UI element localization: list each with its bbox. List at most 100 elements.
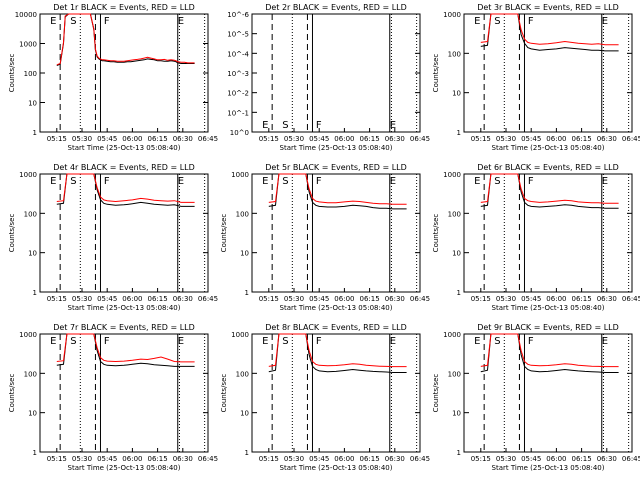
event-marker-s: S (70, 16, 76, 27)
event-marker-e: E (602, 176, 608, 187)
y-tick-label: 1 (33, 449, 37, 457)
y-tick-label: 10^-2 (227, 90, 249, 98)
x-axis-label: Start Time (25-Oct-13 05:08:40) (68, 464, 181, 472)
y-axis-label: Counts/sec (432, 54, 440, 93)
plot-frame (251, 173, 421, 293)
x-tick-label: 06:45 (410, 135, 430, 143)
chart-title: Det 1r BLACK = Events, RED = LLD (53, 3, 195, 12)
event-marker-e: E (262, 120, 268, 131)
x-tick-label: 05:45 (309, 455, 329, 463)
y-tick-label: 10 (28, 250, 37, 258)
series-line-lld (56, 173, 195, 203)
plot-frame (39, 333, 209, 453)
x-axis-label: Start Time (25-Oct-13 05:08:40) (68, 304, 181, 312)
x-tick-label: 06:00 (334, 455, 354, 463)
x-tick-label: 05:15 (471, 295, 491, 303)
x-tick-label: 06:00 (122, 135, 142, 143)
x-axis-label: Start Time (25-Oct-13 05:08:40) (492, 304, 605, 312)
y-tick-label: 100 (24, 370, 37, 378)
series-line-lld (56, 13, 195, 66)
x-tick-label: 05:30 (496, 135, 516, 143)
chart-title: Det 9r BLACK = Events, RED = LLD (477, 323, 619, 332)
event-marker-e: E (474, 16, 480, 27)
plot-frame (463, 173, 633, 293)
y-tick-label: 10 (28, 410, 37, 418)
x-tick-label: 05:15 (471, 135, 491, 143)
event-marker-s: S (282, 176, 288, 187)
x-tick-label: 06:45 (198, 455, 218, 463)
x-tick-label: 06:15 (572, 135, 592, 143)
event-marker-e: E (602, 336, 608, 347)
x-tick-label: 05:45 (309, 135, 329, 143)
plot-frame (463, 13, 633, 133)
y-axis-label: Counts/sec (8, 54, 16, 93)
y-tick-label: 10 (240, 410, 249, 418)
chart-panel-2: Det 2r BLACK = Events, RED = LLD 10^0 10^-… (227, 3, 430, 152)
x-tick-label: 05:30 (284, 455, 304, 463)
event-marker-e: E (390, 336, 396, 347)
y-tick-label: 1000 (443, 331, 461, 339)
chart-title: Det 2r BLACK = Events, RED = LLD (265, 3, 407, 12)
y-tick-label: 1 (457, 289, 461, 297)
event-marker-s: S (494, 176, 500, 187)
x-tick-label: 06:15 (572, 295, 592, 303)
x-tick-label: 06:15 (360, 295, 380, 303)
y-tick-label: 10^-3 (227, 70, 249, 78)
event-marker-e: E (262, 336, 268, 347)
y-tick-label: 1000 (19, 41, 37, 49)
x-tick-label: 06:15 (572, 455, 592, 463)
x-tick-label: 06:45 (622, 295, 640, 303)
event-marker-e: E (178, 336, 184, 347)
chart-panel-6: Det 6r BLACK = Events, RED = LLD 1 10 100 10… (432, 163, 640, 312)
y-tick-label: 1 (457, 129, 461, 137)
y-tick-label: 100 (448, 210, 461, 218)
x-axis-label: Start Time (25-Oct-13 05:08:40) (492, 144, 605, 152)
event-marker-f: F (316, 336, 322, 347)
x-tick-label: 06:00 (122, 295, 142, 303)
x-tick-label: 05:45 (521, 455, 541, 463)
y-tick-label: 10 (28, 100, 37, 108)
x-tick-label: 05:15 (47, 135, 67, 143)
x-tick-label: 06:30 (173, 295, 193, 303)
x-tick-label: 06:45 (198, 295, 218, 303)
x-tick-label: 06:00 (546, 455, 566, 463)
y-tick-label: 100 (236, 370, 249, 378)
x-tick-label: 06:30 (597, 455, 617, 463)
event-marker-e: E (50, 336, 56, 347)
plot-frame (251, 13, 421, 133)
chart-panel-8: Det 8r BLACK = Events, RED = LLD 1 10 100 10… (220, 323, 430, 472)
plot-frame (251, 333, 421, 453)
x-tick-label: 05:15 (259, 455, 279, 463)
y-tick-label: 1 (33, 129, 37, 137)
plot-frame (463, 333, 633, 453)
chart-title: Det 4r BLACK = Events, RED = LLD (53, 163, 195, 172)
x-tick-label: 06:15 (148, 455, 168, 463)
y-tick-label: 10^-4 (227, 50, 249, 58)
y-tick-label: 1 (245, 449, 249, 457)
event-marker-e: E (50, 16, 56, 27)
y-tick-label: 1000 (19, 171, 37, 179)
event-marker-s: S (282, 120, 288, 131)
x-tick-label: 06:45 (622, 455, 640, 463)
chart-panel-3: Det 3r BLACK = Events, RED = LLD 1 10 100 10… (432, 3, 640, 152)
event-marker-f: F (316, 176, 322, 187)
y-tick-label: 10^-1 (227, 109, 249, 117)
y-tick-label: 1000 (443, 11, 461, 19)
x-tick-label: 05:15 (47, 455, 67, 463)
y-axis-label: Counts/sec (432, 214, 440, 253)
x-tick-label: 06:15 (360, 455, 380, 463)
x-tick-label: 05:15 (471, 455, 491, 463)
y-tick-label: 100 (448, 370, 461, 378)
y-tick-label: 100 (448, 50, 461, 58)
y-tick-label: 10^0 (230, 129, 249, 137)
y-tick-label: 10000 (15, 11, 37, 19)
x-tick-label: 05:15 (259, 295, 279, 303)
x-tick-label: 06:30 (597, 295, 617, 303)
event-marker-s: S (494, 16, 500, 27)
event-marker-s: S (70, 176, 76, 187)
y-axis-label: Counts/sec (8, 214, 16, 253)
x-axis-label: Start Time (25-Oct-13 05:08:40) (280, 464, 393, 472)
x-tick-label: 05:30 (284, 295, 304, 303)
x-tick-label: 06:15 (148, 295, 168, 303)
plot-frame (39, 173, 209, 293)
